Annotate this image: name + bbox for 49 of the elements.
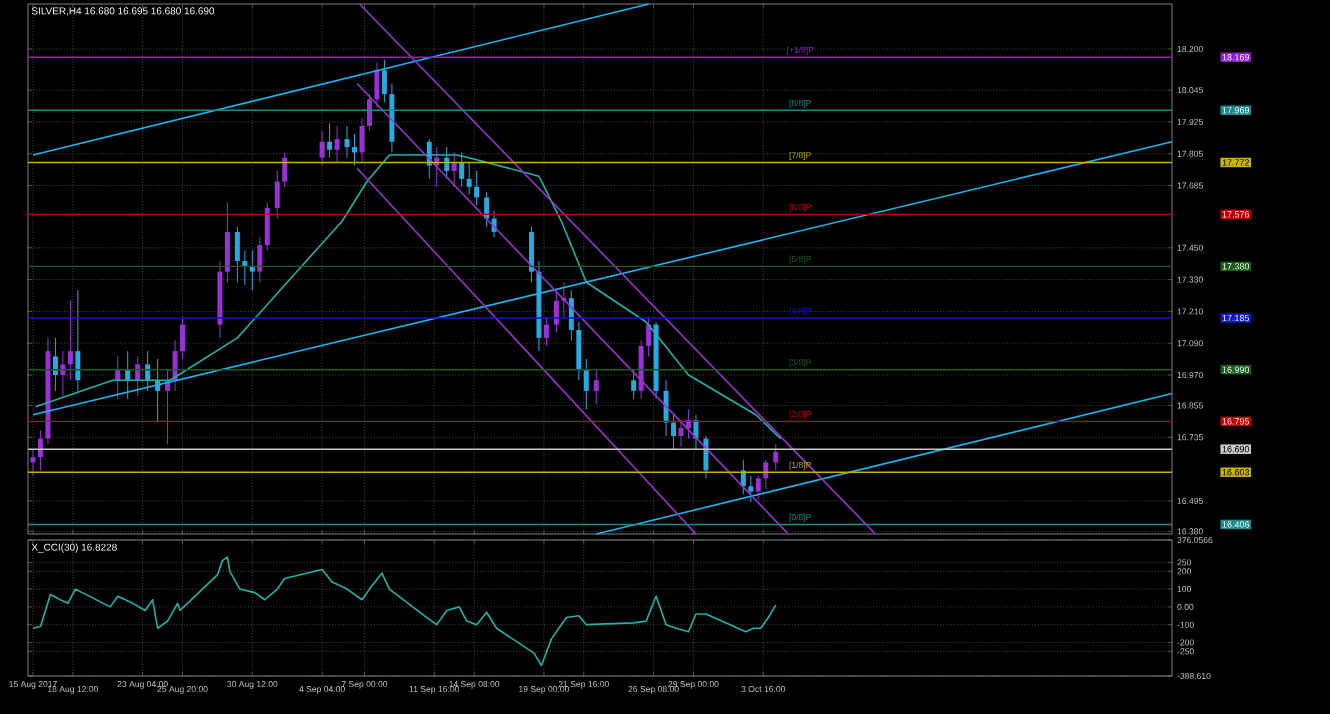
candlestick	[466, 162, 472, 196]
candlestick	[484, 191, 490, 228]
candlestick	[671, 414, 677, 450]
candlestick	[474, 170, 480, 206]
candlestick	[60, 350, 66, 397]
candlestick	[389, 83, 395, 153]
candlestick	[678, 419, 684, 448]
candlestick	[30, 448, 36, 477]
candlestick	[334, 125, 340, 164]
candlestick	[773, 443, 779, 471]
candlestick	[451, 151, 457, 188]
candlestick	[763, 459, 769, 490]
candlestick	[740, 459, 746, 495]
candlestick	[366, 93, 372, 132]
candlestick	[67, 300, 73, 381]
candlestick	[52, 337, 58, 392]
candlestick	[583, 358, 589, 410]
candlestick	[553, 289, 559, 334]
candlestick	[543, 316, 549, 347]
candlestick	[748, 475, 754, 503]
candlestick	[274, 170, 280, 220]
candlestick	[663, 379, 669, 437]
candlestick	[327, 122, 333, 159]
candlestick	[646, 316, 652, 357]
candlestick	[444, 146, 450, 180]
candlestick	[224, 202, 230, 283]
candlestick	[374, 61, 380, 108]
candlestick	[352, 133, 357, 167]
candlestick	[264, 202, 270, 251]
line-series	[34, 154, 782, 440]
candlestick	[282, 151, 288, 188]
candlestick	[242, 249, 248, 286]
candlestick	[75, 289, 81, 392]
candlestick	[319, 130, 325, 167]
candlestick	[593, 369, 599, 405]
candlestick	[359, 117, 365, 164]
candlestick	[234, 226, 240, 283]
candlestick	[576, 321, 582, 381]
candlestick	[755, 475, 761, 501]
candlestick	[172, 340, 178, 392]
candlestick	[249, 249, 255, 291]
candlestick	[459, 151, 465, 188]
candlestick	[381, 59, 387, 103]
candlestick	[344, 125, 350, 159]
candlestick	[180, 316, 186, 360]
candlestick	[528, 226, 534, 283]
candlestick	[631, 369, 637, 400]
candlestick	[638, 340, 644, 400]
candlestick	[257, 236, 263, 283]
